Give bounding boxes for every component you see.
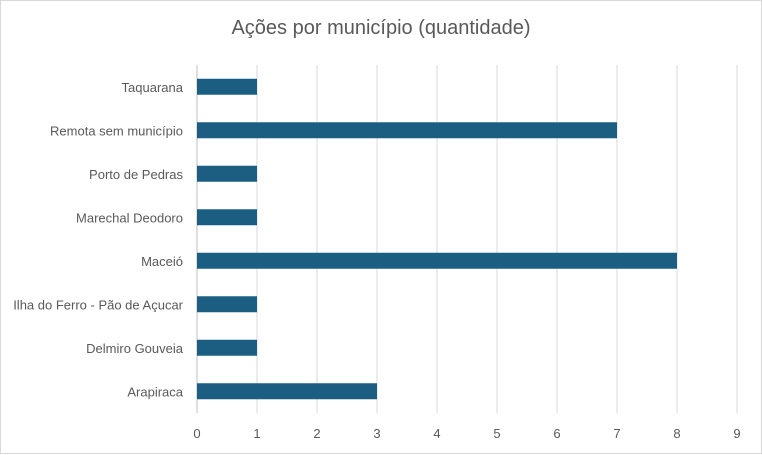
x-tick-label: 6 (553, 426, 560, 441)
x-tick-label: 8 (673, 426, 680, 441)
x-tick-label: 3 (373, 426, 380, 441)
x-tick-labels: 0 1 2 3 4 5 6 7 8 9 (193, 426, 740, 441)
bars (197, 78, 677, 400)
bar-1 (197, 122, 617, 139)
bar-4 (197, 252, 677, 269)
chart-title: Ações por município (quantidade) (231, 17, 531, 39)
bar-3 (197, 209, 257, 226)
x-tick-label: 9 (733, 426, 740, 441)
x-tick-label: 4 (433, 426, 440, 441)
category-labels: Taquarana Remota sem município Porto de Pe… (13, 80, 184, 400)
category-label: Arapiraca (127, 384, 183, 399)
x-tick-label: 2 (313, 426, 320, 441)
category-label: Delmiro Gouveia (86, 341, 184, 356)
bar-5 (197, 296, 257, 313)
x-tick-label: 7 (613, 426, 620, 441)
bar-0 (197, 78, 257, 95)
bar-2 (197, 165, 257, 182)
bar-6 (197, 339, 257, 356)
gridlines (196, 65, 738, 413)
x-tick-label: 1 (253, 426, 260, 441)
category-label: Taquarana (122, 80, 184, 95)
category-label: Marechal Deodoro (76, 210, 183, 225)
x-tick-label: 5 (493, 426, 500, 441)
category-label: Ilha do Ferro - Pão de Açucar (13, 297, 183, 312)
bar-7 (197, 383, 377, 400)
category-label: Maceió (141, 254, 183, 269)
x-tick-label: 0 (193, 426, 200, 441)
category-label: Porto de Pedras (89, 167, 183, 182)
category-label: Remota sem município (50, 123, 183, 138)
